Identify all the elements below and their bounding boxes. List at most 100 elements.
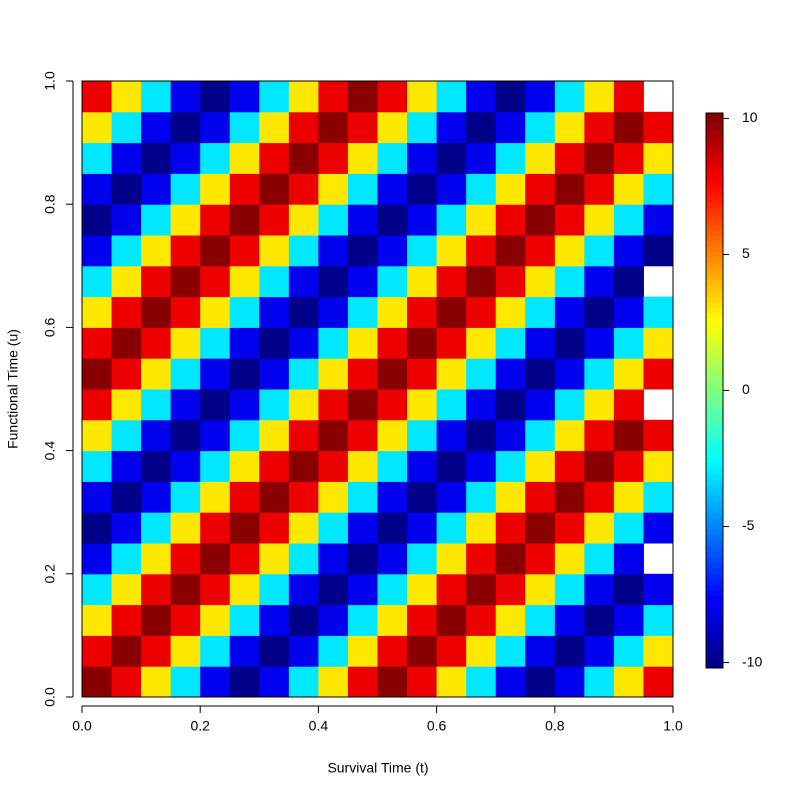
- heatmap-cell: [347, 635, 378, 667]
- heatmap-cell: [554, 235, 585, 267]
- heatmap-cell: [259, 573, 290, 606]
- heatmap-cell: [613, 573, 644, 606]
- heatmap-cell: [584, 573, 615, 606]
- heatmap-cell: [288, 265, 319, 298]
- heatmap-cell: [259, 142, 290, 174]
- heatmap-cell: [347, 173, 378, 205]
- heatmap-cell: [436, 265, 467, 298]
- colorbar-segment: [706, 434, 723, 441]
- heatmap-cell: [554, 512, 585, 544]
- heatmap-cell: [495, 635, 526, 667]
- heatmap-cell: [377, 450, 408, 482]
- heatmap-cell: [584, 543, 615, 575]
- heatmap-cell: [229, 543, 260, 575]
- heatmap-cell: [436, 296, 467, 328]
- heatmap-cell: [377, 296, 408, 328]
- heatmap-cell: [200, 81, 231, 113]
- colorbar-segment: [706, 429, 723, 436]
- heatmap-cell: [554, 142, 585, 174]
- heatmap-cell: [288, 235, 319, 267]
- heatmap-cell: [466, 604, 497, 636]
- heatmap-cell: [288, 173, 319, 205]
- heatmap-cell: [111, 604, 142, 636]
- heatmap-cell: [229, 204, 260, 236]
- heatmap-cell: [229, 450, 260, 482]
- heatmap-cell: [643, 481, 674, 513]
- heatmap-cell: [613, 173, 644, 205]
- heatmap-cell: [347, 419, 378, 452]
- heatmap-cell: [525, 635, 556, 667]
- colorbar-segment: [706, 296, 723, 303]
- heatmap-cell: [436, 419, 467, 452]
- heatmap-cell: [200, 543, 231, 575]
- heatmap-cell: [318, 296, 349, 328]
- colorbar-segment: [706, 351, 723, 358]
- heatmap-cell: [259, 604, 290, 636]
- heatmap-cell: [141, 296, 172, 328]
- heatmap-cell: [229, 481, 260, 513]
- heatmap-cell: [141, 327, 172, 359]
- heatmap-cell: [288, 389, 319, 421]
- heatmap-cell: [377, 358, 408, 390]
- heatmap-cell: [525, 142, 556, 174]
- heatmap-cell: [407, 142, 438, 174]
- heatmap-cell: [229, 512, 260, 544]
- heatmap-cell: [584, 481, 615, 513]
- colorbar-segment: [706, 651, 723, 658]
- colorbar-segment: [706, 418, 723, 425]
- heatmap-cell: [495, 265, 526, 298]
- heatmap-cell: [554, 573, 585, 606]
- heatmap-cell: [288, 296, 319, 328]
- heatmap-cell: [584, 173, 615, 205]
- heatmap-cell: [436, 235, 467, 267]
- heatmap-cell: [525, 481, 556, 513]
- heatmap-cell: [643, 512, 674, 544]
- colorbar-segment: [706, 573, 723, 580]
- heatmap-cell: [111, 111, 142, 144]
- heatmap-cell: [466, 296, 497, 328]
- heatmap-cell: [643, 173, 674, 205]
- heatmap-cell: [584, 635, 615, 667]
- heatmap-cell: [170, 604, 201, 636]
- colorbar-segment: [706, 312, 723, 319]
- heatmap-cell: [229, 604, 260, 636]
- heatmap-cell: [525, 265, 556, 298]
- heatmap-cell: [554, 543, 585, 575]
- colorbar-segment: [706, 579, 723, 586]
- heatmap-cell: [111, 204, 142, 236]
- heatmap-cell: [643, 204, 674, 236]
- colorbar-segment: [706, 656, 723, 663]
- heatmap-cell: [141, 512, 172, 544]
- heatmap-cell: [200, 327, 231, 359]
- heatmap-cell: [554, 604, 585, 636]
- heatmap-cell: [377, 666, 408, 698]
- heatmap-cell: [613, 235, 644, 267]
- colorbar-segment: [706, 662, 723, 669]
- heatmap-cell: [347, 450, 378, 482]
- heatmap-cell: [82, 81, 113, 113]
- heatmap-cell: [347, 296, 378, 328]
- heatmap-cell: [200, 296, 231, 328]
- heatmap-cell: [643, 450, 674, 482]
- heatmap-cell: [643, 635, 674, 667]
- heatmap-cell: [407, 389, 438, 421]
- colorbar-segment: [706, 490, 723, 497]
- heatmap-cell: [584, 204, 615, 236]
- heatmap-cell: [407, 419, 438, 452]
- heatmap-cell: [318, 389, 349, 421]
- heatmap-cell: [259, 512, 290, 544]
- heatmap-cell: [82, 142, 113, 174]
- colorbar-segment: [706, 451, 723, 458]
- heatmap-cell: [259, 389, 290, 421]
- colorbar-segment: [706, 401, 723, 408]
- colorbar-segment: [706, 201, 723, 208]
- heatmap-cell: [407, 265, 438, 298]
- heatmap-cell: [525, 543, 556, 575]
- colorbar-segment: [706, 357, 723, 364]
- colorbar-segment: [706, 190, 723, 197]
- heatmap-cell: [111, 481, 142, 513]
- heatmap-cell: [436, 604, 467, 636]
- heatmap-cell: [525, 573, 556, 606]
- heatmap-cell: [318, 543, 349, 575]
- heatmap-cell: [170, 389, 201, 421]
